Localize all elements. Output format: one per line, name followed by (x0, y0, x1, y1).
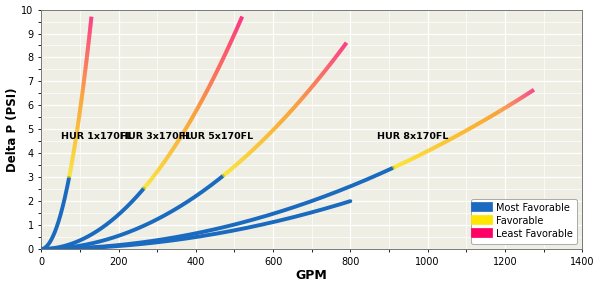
Legend: Most Favorable, Favorable, Least Favorable: Most Favorable, Favorable, Least Favorab… (471, 199, 577, 244)
Y-axis label: Delta P (PSI): Delta P (PSI) (5, 87, 19, 172)
X-axis label: GPM: GPM (296, 270, 328, 283)
Text: HUR 8x170FL: HUR 8x170FL (377, 132, 449, 141)
Text: HUR 5x170FL: HUR 5x170FL (182, 132, 253, 141)
Text: HUR 1x170FL: HUR 1x170FL (61, 132, 133, 141)
Text: HUR 3x170FL: HUR 3x170FL (121, 132, 191, 141)
